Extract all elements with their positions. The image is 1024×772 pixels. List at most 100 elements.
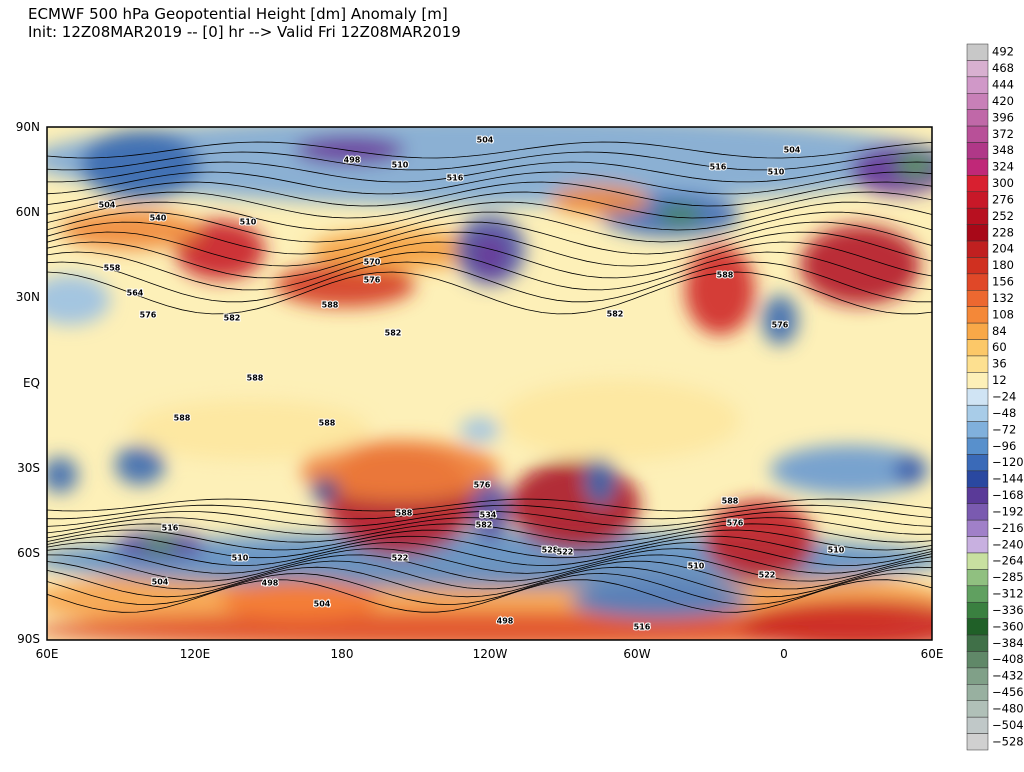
contour-label: 564 <box>127 289 144 298</box>
colorbar-swatch <box>966 651 989 669</box>
contour-label: 576 <box>364 276 381 285</box>
height-contour <box>47 535 932 559</box>
colorbar-swatch <box>966 355 989 373</box>
contour-label: 576 <box>140 311 157 320</box>
colorbar-swatch <box>966 290 989 307</box>
contour-label: 582 <box>385 329 402 338</box>
colorbar-label: 492 <box>992 45 1014 59</box>
height-contour <box>47 231 932 267</box>
contour-label: 540 <box>150 214 167 223</box>
contour-label: 504 <box>314 600 331 609</box>
colorbar-label: −285 <box>992 570 1024 584</box>
colorbar-swatch <box>966 569 989 587</box>
colorbar-label: 180 <box>992 258 1014 272</box>
contour-label: 534 <box>480 511 497 520</box>
height-contour <box>47 498 932 512</box>
colorbar-label: −456 <box>992 685 1024 699</box>
colorbar-swatch <box>966 76 989 94</box>
lat-label: 30N <box>16 290 40 304</box>
colorbar-swatch <box>966 618 989 636</box>
colorbar-label: 276 <box>992 192 1014 206</box>
lon-label: 0 <box>780 647 788 661</box>
contour-label: 588 <box>174 414 191 423</box>
contour-label: 570 <box>364 258 381 267</box>
colorbar-label: 420 <box>992 94 1014 108</box>
anomaly-blob <box>550 185 650 215</box>
height-contour <box>47 560 932 590</box>
lon-label: 60E <box>921 647 944 661</box>
colorbar-label: 12 <box>992 373 1007 387</box>
colorbar-swatch <box>966 125 989 143</box>
colorbar-swatch <box>966 175 989 193</box>
contour-label: 510 <box>688 562 705 571</box>
colorbar-swatch <box>966 667 989 685</box>
colorbar-label: −120 <box>992 455 1024 469</box>
colorbar-swatch <box>966 273 989 291</box>
colorbar-label: 108 <box>992 307 1014 321</box>
colorbar-label: −312 <box>992 587 1024 601</box>
contour-label: 504 <box>152 578 169 587</box>
colorbar-swatch <box>966 503 989 521</box>
contour-label: 504 <box>477 136 494 145</box>
anomaly-blob <box>500 380 740 460</box>
anomaly-blob <box>47 457 78 493</box>
colorbar-swatch <box>966 487 989 504</box>
subtitle: Init: 12Z08MAR2019 -- [0] hr --> Valid F… <box>28 23 461 41</box>
contour-label: 582 <box>607 310 624 319</box>
colorbar-swatch <box>966 733 989 751</box>
colorbar-swatch <box>966 240 989 258</box>
contour-label: 516 <box>162 524 179 533</box>
anomaly-blob <box>220 580 380 620</box>
height-contour <box>47 511 932 527</box>
colorbar-label: 84 <box>992 324 1007 338</box>
contour-label: 588 <box>722 497 739 506</box>
lat-label: EQ <box>23 376 40 390</box>
anomaly-blob <box>115 445 165 485</box>
colorbar-swatch <box>966 437 989 455</box>
contour-label: 522 <box>759 571 776 580</box>
colorbar-label: 372 <box>992 127 1014 141</box>
colorbar-swatch <box>966 158 989 176</box>
height-contour <box>47 221 932 255</box>
colorbar-swatch <box>966 454 989 472</box>
colorbar-swatch <box>966 224 989 242</box>
colorbar-label: −168 <box>992 488 1024 502</box>
colorbar-label: −24 <box>992 390 1016 404</box>
height-contour <box>47 541 932 567</box>
contour-label: 576 <box>474 481 491 490</box>
colorbar-label: −144 <box>992 472 1024 486</box>
contour-label: 510 <box>232 554 249 563</box>
colorbar-label: −72 <box>992 422 1016 436</box>
contour-label: 588 <box>717 271 734 280</box>
colorbar-label: −48 <box>992 406 1016 420</box>
height-contour <box>47 161 932 183</box>
colorbar-swatch <box>966 601 989 619</box>
colorbar-swatch <box>966 257 989 275</box>
contour-label: 588 <box>396 509 413 518</box>
height-contour <box>47 251 932 291</box>
anomaly-blob <box>460 418 500 442</box>
contour-label: 510 <box>240 218 257 227</box>
colorbar-swatch <box>966 109 989 127</box>
anomaly-blob <box>295 136 405 164</box>
height-contour <box>47 201 932 231</box>
colorbar-swatch <box>966 585 989 603</box>
anomaly-blob <box>740 600 932 640</box>
colorbar-label: −360 <box>992 619 1024 633</box>
lat-label: 60N <box>16 205 40 219</box>
colorbar-label: −480 <box>992 701 1024 715</box>
lon-label: 120W <box>473 647 508 661</box>
contour-label: 576 <box>727 519 744 528</box>
colorbar-label: −240 <box>992 537 1024 551</box>
height-contour <box>47 171 932 195</box>
colorbar-swatch <box>966 552 989 570</box>
anomaly-blob <box>570 582 750 618</box>
anomaly-blob <box>47 275 110 325</box>
colorbar-swatch <box>966 716 989 734</box>
anomaly-blob <box>311 478 339 502</box>
colorbar-swatch <box>966 634 989 652</box>
colorbar-label: −264 <box>992 554 1024 568</box>
colorbar-label: −432 <box>992 669 1024 683</box>
map: 504 498 510 516 504 510 516 504 540 510 558 564 576 5… <box>47 127 932 640</box>
contour-label: 588 <box>322 301 339 310</box>
